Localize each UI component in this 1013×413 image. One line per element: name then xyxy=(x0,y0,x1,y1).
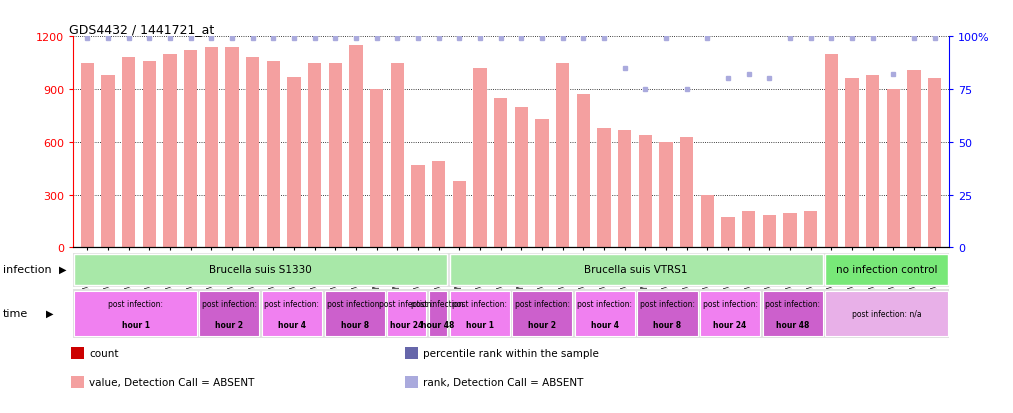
Bar xyxy=(598,128,611,248)
Bar xyxy=(81,64,94,248)
Bar xyxy=(637,291,698,337)
Bar xyxy=(328,64,342,248)
Text: post infection:: post infection: xyxy=(640,299,695,309)
Bar xyxy=(826,254,948,286)
Text: value, Detection Call = ABSENT: value, Detection Call = ABSENT xyxy=(89,377,254,387)
Text: rank, Detection Call = ABSENT: rank, Detection Call = ABSENT xyxy=(423,377,583,387)
Bar xyxy=(262,291,322,337)
Bar xyxy=(908,71,921,248)
Bar xyxy=(391,64,404,248)
Bar xyxy=(308,64,321,248)
Text: post infection:: post infection: xyxy=(108,299,163,309)
Bar xyxy=(428,291,447,337)
Bar xyxy=(225,47,239,248)
Bar xyxy=(266,62,281,248)
Text: count: count xyxy=(89,348,119,358)
Text: post infection:: post infection: xyxy=(379,299,435,309)
Text: post infection:: post infection: xyxy=(452,299,508,309)
Bar xyxy=(826,291,948,337)
Bar xyxy=(886,90,901,248)
Bar xyxy=(701,195,714,248)
Text: post infection:: post infection: xyxy=(264,299,319,309)
Bar xyxy=(163,55,177,248)
Bar xyxy=(575,291,635,337)
Text: hour 48: hour 48 xyxy=(421,320,455,329)
Bar xyxy=(450,254,823,286)
Bar xyxy=(432,162,446,248)
Text: ▶: ▶ xyxy=(46,308,53,318)
Text: hour 2: hour 2 xyxy=(529,320,556,329)
Bar xyxy=(845,79,859,248)
Bar xyxy=(450,291,510,337)
Bar xyxy=(453,181,466,248)
Bar xyxy=(659,142,673,248)
Text: no infection control: no infection control xyxy=(836,264,937,274)
Text: post infection:: post infection: xyxy=(202,299,257,309)
Text: ▶: ▶ xyxy=(59,264,66,274)
Bar xyxy=(494,99,508,248)
Text: hour 48: hour 48 xyxy=(776,320,809,329)
Text: infection: infection xyxy=(3,264,52,274)
Bar xyxy=(122,58,136,248)
Bar xyxy=(700,291,760,337)
Bar xyxy=(866,76,879,248)
Bar xyxy=(370,90,384,248)
Bar xyxy=(101,76,114,248)
Bar xyxy=(515,107,528,248)
Text: Brucella suis S1330: Brucella suis S1330 xyxy=(210,264,312,274)
Bar xyxy=(783,214,797,248)
Text: post infection:: post infection: xyxy=(577,299,632,309)
Text: post infection:: post infection: xyxy=(327,299,382,309)
Text: hour 4: hour 4 xyxy=(278,320,306,329)
Bar xyxy=(513,291,572,337)
Text: hour 4: hour 4 xyxy=(591,320,619,329)
Bar xyxy=(411,165,424,248)
Text: hour 2: hour 2 xyxy=(216,320,243,329)
Bar xyxy=(324,291,385,337)
Bar xyxy=(576,95,591,248)
Bar xyxy=(742,212,756,248)
Bar xyxy=(804,212,817,248)
Bar xyxy=(74,291,197,337)
Bar xyxy=(763,215,776,248)
Bar xyxy=(246,58,259,248)
Text: hour 1: hour 1 xyxy=(122,320,150,329)
Bar xyxy=(473,69,487,248)
Bar xyxy=(680,137,694,248)
Text: hour 8: hour 8 xyxy=(340,320,369,329)
Bar xyxy=(184,51,198,248)
Text: post infection:: post infection: xyxy=(765,299,821,309)
Text: hour 24: hour 24 xyxy=(390,320,423,329)
Text: percentile rank within the sample: percentile rank within the sample xyxy=(423,348,600,358)
Text: hour 24: hour 24 xyxy=(713,320,747,329)
Bar xyxy=(349,46,363,248)
Bar xyxy=(143,62,156,248)
Text: post infection:: post infection: xyxy=(703,299,758,309)
Bar xyxy=(288,78,301,248)
Text: time: time xyxy=(3,308,28,318)
Bar xyxy=(200,291,259,337)
Text: hour 1: hour 1 xyxy=(466,320,493,329)
Bar xyxy=(825,55,838,248)
Bar xyxy=(74,254,447,286)
Bar xyxy=(535,120,549,248)
Text: post infection:: post infection: xyxy=(515,299,570,309)
Bar xyxy=(721,217,734,248)
Bar xyxy=(928,79,941,248)
Text: Brucella suis VTRS1: Brucella suis VTRS1 xyxy=(585,264,688,274)
Bar xyxy=(763,291,823,337)
Text: post infection: n/a: post infection: n/a xyxy=(852,309,922,318)
Bar xyxy=(638,135,652,248)
Text: GDS4432 / 1441721_at: GDS4432 / 1441721_at xyxy=(69,23,214,36)
Bar xyxy=(387,291,426,337)
Text: hour 8: hour 8 xyxy=(653,320,682,329)
Text: post infection:: post infection: xyxy=(410,299,466,309)
Bar xyxy=(556,64,569,248)
Bar xyxy=(205,47,218,248)
Bar xyxy=(618,130,631,248)
Bar xyxy=(73,248,949,311)
